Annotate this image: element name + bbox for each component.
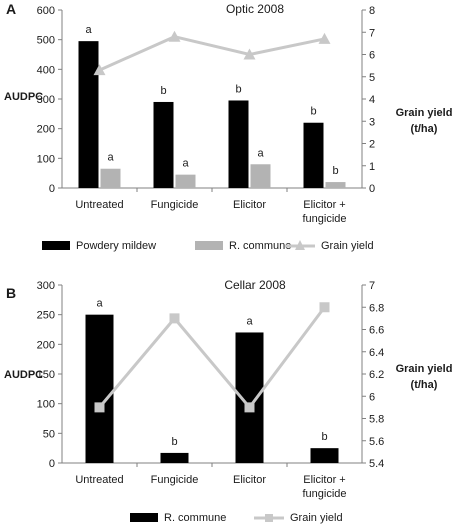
chart1-yield-point <box>168 30 181 42</box>
chart2-bar-r-commune <box>85 314 114 463</box>
chart1-category-label: fungicide <box>302 213 346 225</box>
chart1-yield-point <box>318 32 331 44</box>
chart2-category-label: Elicitor + <box>303 474 346 486</box>
chart1-y2-tick-label: 8 <box>369 5 375 17</box>
chart1-title: Optic 2008 <box>226 2 284 16</box>
chart2-y2-tick-label: 6.2 <box>369 369 384 381</box>
chart2-category-label: fungicide <box>302 488 346 500</box>
chart1-bar-powdery-mildew <box>153 101 174 188</box>
chart1-y-tick-label: 0 <box>49 183 55 195</box>
chart2-significance-label: a <box>246 315 253 327</box>
chart2-y-tick-label: 50 <box>43 428 55 440</box>
chart1-bar-r-commune <box>250 164 271 188</box>
chart2-legend-label-grain-yield: Grain yield <box>290 512 343 524</box>
chart1-legend-swatch-r-commune <box>195 241 223 250</box>
chart1-legend-swatch-powdery-mildew <box>42 241 70 250</box>
chart1-yield-point <box>93 64 106 76</box>
chart1-bar-r-commune <box>175 174 196 188</box>
chart2-y2-tick-label: 7 <box>369 280 375 292</box>
chart1-significance-label: b <box>235 83 241 95</box>
chart2-significance-label: b <box>321 431 327 443</box>
chart2-yield-point <box>244 402 255 413</box>
chart1-significance-label: a <box>85 24 92 36</box>
chart1-bar-r-commune <box>325 182 346 188</box>
chart2-y2-tick-label: 5.6 <box>369 436 384 448</box>
chart2-category-label: Elicitor <box>233 474 266 486</box>
chart1-y2-tick-label: 6 <box>369 50 375 62</box>
chart2-y2-tick-label: 5.4 <box>369 458 384 470</box>
chart2-bar-r-commune <box>310 448 339 463</box>
chart1-bar-powdery-mildew <box>228 100 249 188</box>
chart1-bar-powdery-mildew <box>78 41 99 189</box>
chart1-category-label: Elicitor + <box>303 199 346 211</box>
chart1-y2-tick-label: 4 <box>369 94 375 106</box>
chart2-legend-marker <box>265 514 273 522</box>
chart2-y-tick-label: 300 <box>37 280 55 292</box>
chart2-title: Cellar 2008 <box>224 278 286 292</box>
chart1-y2-tick-label: 2 <box>369 139 375 151</box>
chart2-yield-point <box>169 313 180 324</box>
chart1-y-tick-label: 100 <box>37 153 55 165</box>
chart1-y2-tick-label: 1 <box>369 161 375 173</box>
chart1-y2label-line: (t/ha) <box>411 123 438 135</box>
chart1-ylabel: AUDPC <box>4 91 43 103</box>
chart1-significance-label: b <box>160 85 166 97</box>
chart1-category-label: Elicitor <box>233 199 266 211</box>
chart2-y2-tick-label: 6.6 <box>369 325 384 337</box>
chart2-category-label: Untreated <box>75 474 123 486</box>
chart1-legend-label-r-commune: R. commune <box>229 240 291 252</box>
chart1-y2-tick-label: 0 <box>369 183 375 195</box>
chart2-bar-r-commune <box>160 452 189 463</box>
chart1-yield-point <box>243 48 256 60</box>
chart2-significance-label: a <box>96 298 103 310</box>
chart2-y-tick-label: 150 <box>37 369 55 381</box>
chart1-legend-marker <box>295 240 305 250</box>
chart1-y2label-line: Grain yield <box>396 107 453 119</box>
chart1-bar-r-commune <box>100 168 121 188</box>
chart1-bar-powdery-mildew <box>303 122 324 188</box>
chart1-category-label: Untreated <box>75 199 123 211</box>
chart1-significance-label: a <box>257 147 264 159</box>
chart2-y-tick-label: 0 <box>49 458 55 470</box>
chart1-y2-tick-label: 5 <box>369 72 375 84</box>
chart1-significance-label: a <box>182 158 189 170</box>
chart2-yield-point <box>94 402 105 413</box>
chart2-ylabel: AUDPC <box>4 369 43 381</box>
chart2-category-label: Fungicide <box>151 474 199 486</box>
chart2-y-tick-label: 250 <box>37 310 55 322</box>
chart2-significance-label: b <box>171 436 177 448</box>
chart2-y2label-line: (t/ha) <box>411 379 438 391</box>
chart1-category-label: Fungicide <box>151 199 199 211</box>
chart2-y2label-line: Grain yield <box>396 363 453 375</box>
chart1-y-tick-label: 400 <box>37 64 55 76</box>
chart2-legend-label-r-commune: R. commune <box>164 512 226 524</box>
chart1-significance-label: a <box>107 152 114 164</box>
chart1-y-tick-label: 300 <box>37 94 55 106</box>
chart2-y-tick-label: 100 <box>37 399 55 411</box>
chart2-yield-line <box>98 306 326 410</box>
chart1-y-tick-label: 500 <box>37 35 55 47</box>
chart2-y2-tick-label: 5.8 <box>369 414 384 426</box>
chart1-panel-label: A <box>6 1 16 17</box>
chart2-y2-tick-label: 6 <box>369 391 375 403</box>
chart1-significance-label: b <box>310 106 316 118</box>
chart2-panel-label: B <box>6 285 16 301</box>
chart1-legend-label-grain-yield: Grain yield <box>321 240 374 252</box>
chart1-y2-tick-label: 7 <box>369 27 375 39</box>
chart2-y-tick-label: 200 <box>37 339 55 351</box>
chart1-significance-label: b <box>332 165 338 177</box>
chart2-legend-swatch-r-commune <box>130 513 158 522</box>
chart2-yield-point <box>319 302 330 313</box>
chart1-y-tick-label: 600 <box>37 5 55 17</box>
chart2-y2-tick-label: 6.8 <box>369 302 384 314</box>
chart2-y2-tick-label: 6.4 <box>369 347 384 359</box>
chart1-y2-tick-label: 3 <box>369 116 375 128</box>
chart1-legend-label-powdery-mildew: Powdery mildew <box>76 240 156 252</box>
chart1-y-tick-label: 200 <box>37 124 55 136</box>
chart1-yield-line <box>98 35 325 72</box>
